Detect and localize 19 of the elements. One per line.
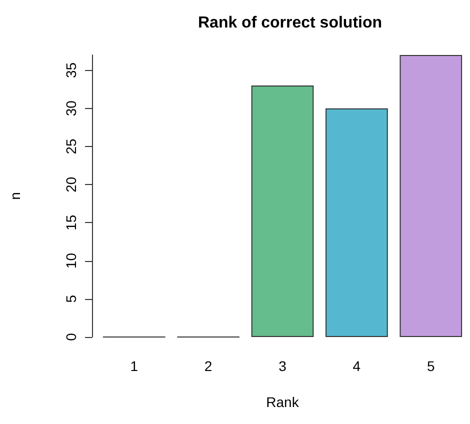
x-tick-label: 1	[130, 358, 138, 374]
y-tick-label: 25	[63, 138, 79, 154]
chart-title: Rank of correct solution	[198, 14, 382, 32]
y-tick-label: 10	[63, 252, 79, 269]
y-tick-label: 30	[63, 100, 79, 116]
y-tick-label: 20	[63, 176, 79, 192]
x-tick-label: 3	[278, 358, 287, 374]
x-axis-title: Rank	[266, 394, 300, 410]
x-tick-label: 4	[352, 358, 361, 374]
bar	[400, 55, 462, 337]
bar	[326, 108, 388, 337]
bar	[251, 85, 314, 337]
y-tick-label: 15	[63, 214, 79, 230]
y-tick-label: 5	[63, 294, 79, 303]
y-tick-label: 0	[63, 332, 79, 341]
y-tick-label: 35	[63, 62, 79, 78]
x-tick-label: 2	[204, 358, 212, 374]
y-axis-title: n	[7, 192, 23, 200]
x-tick-label: 5	[427, 358, 435, 374]
